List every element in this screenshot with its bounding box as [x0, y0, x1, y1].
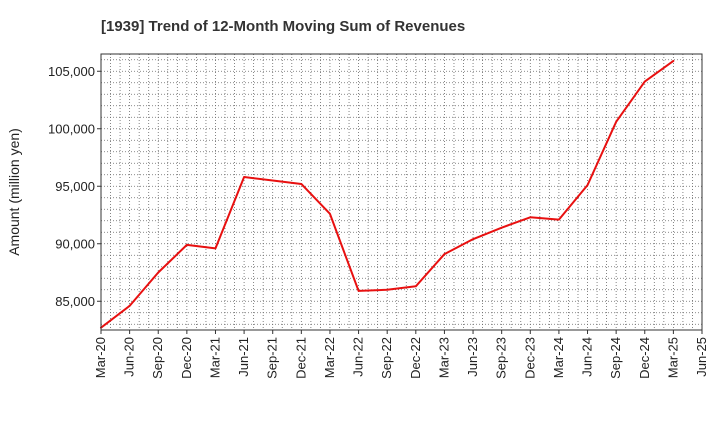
x-tick-label: Mar-21 — [207, 337, 222, 378]
x-tick-label: Dec-24 — [637, 337, 652, 379]
x-tick-label: Jun-21 — [236, 337, 251, 377]
x-tick-label: Dec-21 — [293, 337, 308, 379]
x-tick-label: Jun-22 — [351, 337, 366, 377]
x-tick-label: Mar-25 — [665, 337, 680, 378]
x-tick-label: Jun-24 — [580, 337, 595, 377]
x-tick-label: Mar-22 — [322, 337, 337, 378]
x-tick-label: Sep-20 — [150, 337, 165, 379]
y-tick-label: 95,000 — [55, 179, 95, 194]
x-tick-label: Jun-25 — [694, 337, 709, 377]
grid-lines — [101, 54, 702, 330]
x-tick-label: Sep-21 — [265, 337, 280, 379]
x-tick-label: Jun-23 — [465, 337, 480, 377]
x-tick-label: Sep-24 — [608, 337, 623, 379]
y-tick-label: 105,000 — [48, 64, 95, 79]
chart-title: [1939] Trend of 12-Month Moving Sum of R… — [101, 18, 465, 35]
x-tick-label: Dec-23 — [522, 337, 537, 379]
x-tick-label: Sep-22 — [379, 337, 394, 379]
x-tick-label: Mar-23 — [436, 337, 451, 378]
y-axis-label: Amount (million yen) — [6, 128, 22, 256]
x-axis-ticks: Mar-20 Jun-20 Sep-20 Dec-20 Mar-21 Jun-21 Sep-… — [93, 330, 709, 379]
series-layer — [100, 59, 675, 329]
y-axis-ticks: 85,000 90,000 95,000 100,000 105,000 — [48, 64, 101, 309]
x-tick-label: Dec-22 — [408, 337, 423, 379]
x-tick-label: Dec-20 — [179, 337, 194, 379]
plot-area-frame — [100, 53, 703, 331]
y-tick-label: 85,000 — [55, 294, 95, 309]
y-tick-label: 90,000 — [55, 236, 95, 251]
series-line — [100, 59, 675, 329]
y-tick-label: 100,000 — [48, 121, 95, 136]
x-tick-label: Sep-23 — [494, 337, 509, 379]
x-tick-label: Mar-24 — [551, 337, 566, 378]
x-tick-label: Jun-20 — [122, 337, 137, 377]
x-tick-label: Mar-20 — [93, 337, 108, 378]
